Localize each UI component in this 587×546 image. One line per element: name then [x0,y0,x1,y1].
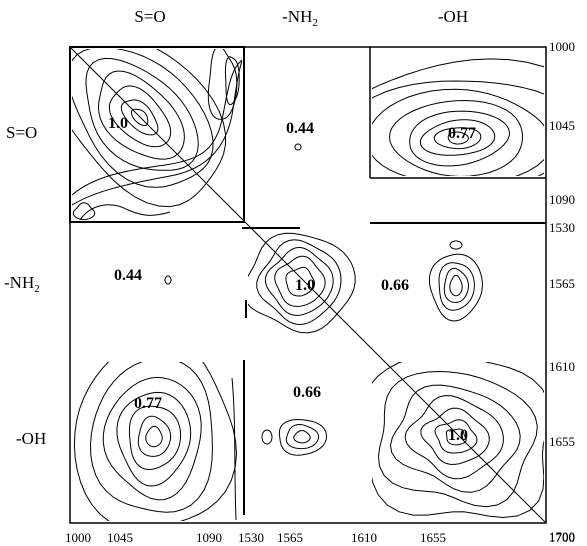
column-label-oh: -OH [438,7,468,26]
row-label-oh: -OH [16,429,46,448]
block-frame-oh-s-o [370,47,546,178]
x-tick-label: 1610 [351,530,377,545]
contour-line [91,358,213,512]
contour-line [129,406,180,469]
contour-line [165,276,171,284]
column-label-nh2: -NH2 [282,7,318,29]
cell-label-1-1: 1.0 [295,277,315,294]
contour-line [86,58,198,170]
cell-label-2-0: 0.77 [134,395,162,412]
cell-label-0-2: 0.77 [448,125,476,142]
contour-line [286,425,318,449]
x-tick-label: 1090 [196,530,222,545]
contour-line [72,60,242,195]
y-tick-label: 1700 [549,529,575,544]
contour-line [208,46,237,119]
contour-line [262,430,272,444]
contour-line [73,203,94,220]
contour-line [450,275,462,296]
y-tick-label: 1000 [549,39,575,54]
y-axis-ticks: 1000 1045 1090 1530 1565 1610 1655 1700 [549,39,575,544]
contour-line [294,431,311,443]
contour-line [131,109,147,125]
contour-line [232,378,236,520]
contour-line [80,205,170,220]
x-tick-label: 1565 [277,530,303,545]
contour-line [146,426,163,446]
contour-line [138,416,170,456]
cell-label-0-1: 0.44 [286,120,314,137]
y-tick-label: 1090 [549,192,575,207]
cell-label-0-0: 1.0 [108,115,128,132]
row-label-s-o: S=O [6,123,37,142]
block-separators [242,223,546,515]
x-tick-label: 1000 [65,530,91,545]
cell-label-1-0: 0.44 [114,267,142,284]
x-tick-label: 1045 [107,530,133,545]
cell-label-2-1: 0.66 [293,384,321,401]
x-tick-label: 1530 [238,530,264,545]
row-label-nh2: -NH2 [4,273,40,295]
x-axis-ticks: 1000 1045 1090 1530 1565 1610 1655 1700 [65,530,575,545]
y-tick-label: 1655 [549,434,575,449]
contour-line [51,35,225,207]
y-tick-label: 1610 [549,359,575,374]
contour-line [444,268,468,302]
y-tick-label: 1530 [549,220,575,235]
cell-label-2-2: 1.0 [448,427,468,444]
contour-line [295,144,301,150]
contour-line [450,241,462,249]
x-tick-label: 1655 [420,530,446,545]
column-label-s-o: S=O [134,7,165,26]
y-tick-label: 1045 [549,118,575,133]
cell-label-1-2: 0.66 [381,277,409,294]
y-tick-label: 1565 [549,276,575,291]
